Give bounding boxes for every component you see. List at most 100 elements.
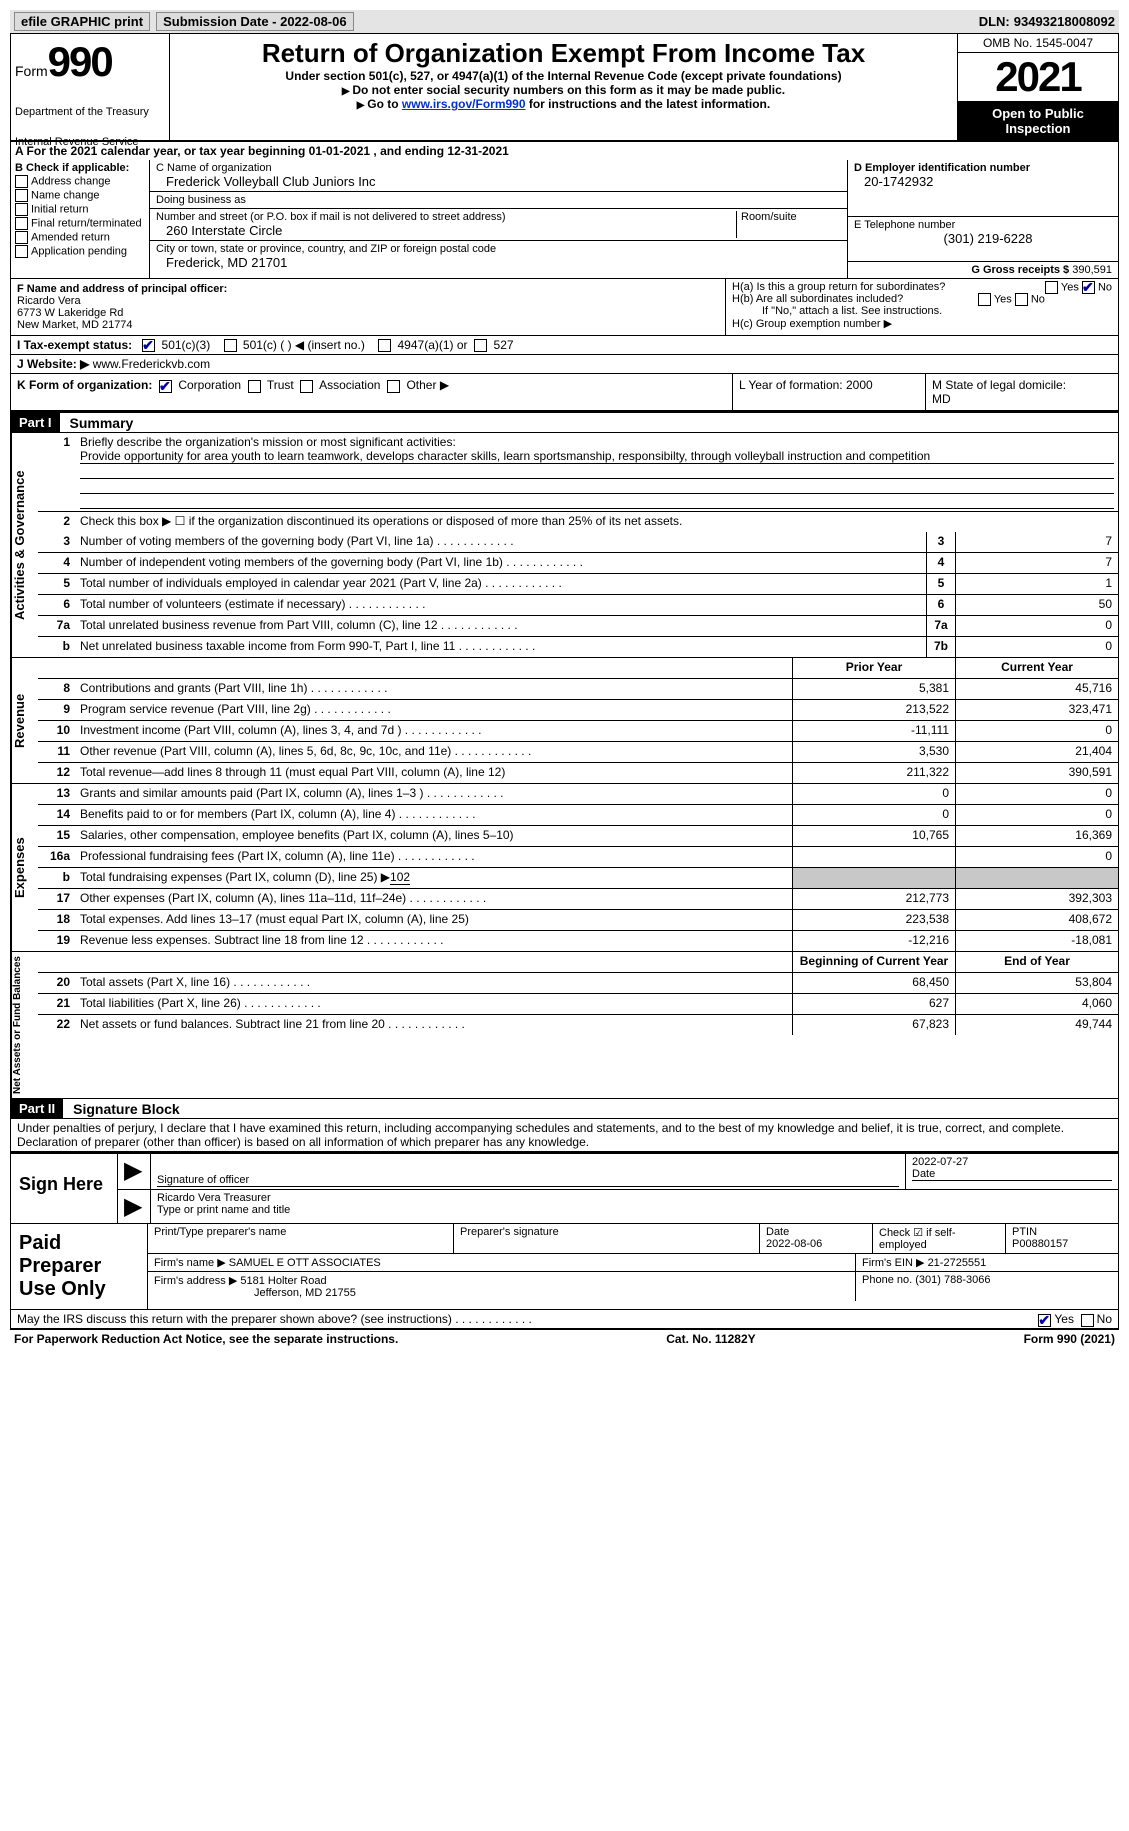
opt-4947: 4947(a)(1) or (398, 338, 468, 352)
line-8-prior: 5,381 (792, 679, 955, 699)
line-9-prior: 213,522 (792, 700, 955, 720)
cb-initial-return[interactable] (15, 203, 28, 216)
line-16a-curr: 0 (955, 847, 1118, 867)
omb-number: OMB No. 1545-0047 (958, 34, 1118, 53)
cb-name-change[interactable] (15, 189, 28, 202)
cb-ha-yes[interactable] (1045, 281, 1058, 294)
line-6-val: 50 (955, 595, 1118, 615)
cb-final-return[interactable] (15, 217, 28, 230)
firm-addr2: Jefferson, MD 21755 (154, 1287, 356, 1299)
phone-value: (301) 219-6228 (854, 231, 1112, 246)
opt-app-pending: Application pending (31, 245, 127, 257)
cb-501c[interactable] (224, 339, 237, 352)
form-header: Form990 Department of the Treasury Inter… (10, 33, 1119, 142)
hb-yes: Yes (994, 293, 1012, 305)
discuss-label: May the IRS discuss this return with the… (17, 1312, 532, 1326)
gross-label: G Gross receipts $ (971, 264, 1069, 276)
check-self-employed: Check ☑ if self-employed (873, 1224, 1006, 1253)
hb-note: If "No," attach a list. See instructions… (732, 305, 1112, 317)
line-16b-curr-shaded (955, 868, 1118, 888)
sig-arrow-icon-2: ▶ (118, 1190, 151, 1223)
line-14-curr: 0 (955, 805, 1118, 825)
cb-other[interactable] (387, 380, 400, 393)
org-name: Frederick Volleyball Club Juniors Inc (156, 174, 841, 189)
line-14-desc: Benefits paid to or for members (Part IX… (76, 805, 792, 825)
cb-amended[interactable] (15, 231, 28, 244)
hb-label: H(b) Are all subordinates included? (732, 293, 903, 305)
line-22-curr: 49,744 (955, 1015, 1118, 1035)
cb-527[interactable] (474, 339, 487, 352)
col-b-header: B Check if applicable: (15, 162, 129, 174)
firm-phone-value: (301) 788-3066 (915, 1274, 990, 1286)
prep-sig-label: Preparer's signature (454, 1224, 760, 1253)
year-formation-label: L Year of formation: (739, 378, 843, 392)
prep-date-value: 2022-08-06 (766, 1238, 822, 1250)
officer-label: F Name and address of principal officer: (17, 283, 227, 295)
room-label: Room/suite (741, 211, 841, 223)
line-18-prior: 223,538 (792, 910, 955, 930)
cb-4947[interactable] (378, 339, 391, 352)
cb-hb-no[interactable] (1015, 293, 1028, 306)
form-word: Form (15, 63, 48, 79)
line-6-desc: Total number of volunteers (estimate if … (76, 595, 926, 615)
cb-ha-no[interactable] (1082, 281, 1095, 294)
hc-label: H(c) Group exemption number ▶ (732, 317, 1112, 330)
goto-prefix: Go to (357, 97, 402, 111)
row-a-end: 12-31-2021 (447, 144, 508, 158)
col-end-year: End of Year (955, 952, 1118, 972)
line-11-prior: 3,530 (792, 742, 955, 762)
line-18-curr: 408,672 (955, 910, 1118, 930)
line-21-desc: Total liabilities (Part X, line 26) (76, 994, 792, 1014)
q2-text: Check this box ▶ ☐ if the organization d… (76, 512, 1118, 532)
cb-discuss-no[interactable] (1081, 1314, 1094, 1327)
open-to-public: Open to Public Inspection (958, 102, 1118, 140)
line-7a-val: 0 (955, 616, 1118, 636)
discuss-no: No (1097, 1312, 1112, 1326)
col-prior-year: Prior Year (792, 658, 955, 678)
cb-501c3[interactable] (142, 339, 155, 352)
line-12-curr: 390,591 (955, 763, 1118, 783)
ptin-label: PTIN (1012, 1226, 1037, 1238)
line-20-prior: 68,450 (792, 973, 955, 993)
cb-app-pending[interactable] (15, 245, 28, 258)
line-10-desc: Investment income (Part VIII, column (A)… (76, 721, 792, 741)
website-label: J Website: ▶ (17, 357, 93, 371)
efile-print-button[interactable]: efile GRAPHIC print (14, 12, 150, 31)
part-1-title: Summary (60, 415, 134, 431)
hb-no: No (1031, 293, 1045, 305)
line-17-curr: 392,303 (955, 889, 1118, 909)
irs-label: Internal Revenue Service (15, 136, 139, 148)
line-7b-val: 0 (955, 637, 1118, 657)
sig-arrow-icon: ▶ (118, 1154, 151, 1189)
cb-trust[interactable] (248, 380, 261, 393)
cb-discuss-yes[interactable] (1038, 1314, 1051, 1327)
line-4-val: 7 (955, 553, 1118, 573)
q1-blank1 (80, 464, 1114, 479)
net-assets-section: Net Assets or Fund Balances Beginning of… (10, 952, 1119, 1099)
part-1-header: Part I (11, 413, 60, 432)
line-12-prior: 211,322 (792, 763, 955, 783)
domicile-value: MD (932, 392, 951, 406)
top-bar: efile GRAPHIC print Submission Date - 20… (10, 10, 1119, 33)
q1-blank3 (80, 494, 1114, 509)
tab-activities: Activities & Governance (11, 433, 38, 657)
line-21-curr: 4,060 (955, 994, 1118, 1014)
activities-governance-section: Activities & Governance 1 Briefly descri… (10, 433, 1119, 658)
irs-link[interactable]: www.irs.gov/Form990 (402, 97, 526, 111)
cb-assoc[interactable] (300, 380, 313, 393)
line-17-desc: Other expenses (Part IX, column (A), lin… (76, 889, 792, 909)
cb-address-change[interactable] (15, 175, 28, 188)
tax-status-label: I Tax-exempt status: (17, 338, 132, 352)
line-16a-prior (792, 847, 955, 867)
cb-corp[interactable] (159, 380, 172, 393)
opt-amended: Amended return (31, 231, 110, 243)
line-8-desc: Contributions and grants (Part VIII, lin… (76, 679, 792, 699)
street-label: Number and street (or P.O. box if mail i… (156, 211, 736, 223)
line-5-desc: Total number of individuals employed in … (76, 574, 926, 594)
row-f-h: F Name and address of principal officer:… (10, 279, 1119, 336)
row-klm: K Form of organization: Corporation Trus… (10, 374, 1119, 411)
line-11-curr: 21,404 (955, 742, 1118, 762)
cb-hb-yes[interactable] (978, 293, 991, 306)
submission-date-button[interactable]: Submission Date - 2022-08-06 (156, 12, 354, 31)
line-21-prior: 627 (792, 994, 955, 1014)
